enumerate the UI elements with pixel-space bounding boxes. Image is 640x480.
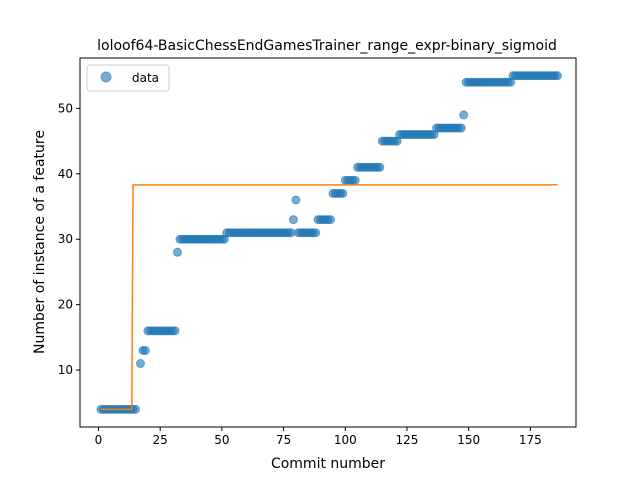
x-tick-label: 125	[396, 433, 419, 447]
data-point	[456, 123, 466, 133]
y-tick-label: 40	[58, 167, 73, 181]
data-point	[552, 71, 562, 81]
data-point	[131, 404, 141, 414]
y-axis-label: Number of instance of a feature	[32, 130, 48, 354]
data-point	[140, 345, 150, 355]
data-point	[325, 215, 335, 225]
chart-title: loloof64-BasicChessEndGamesTrainer_range…	[97, 38, 557, 54]
data-point	[459, 110, 469, 120]
x-tick-label: 25	[153, 433, 168, 447]
data-point	[291, 195, 301, 205]
scatter-series	[96, 71, 562, 414]
data-point	[172, 247, 182, 257]
x-tick-label: 100	[334, 433, 357, 447]
x-tick-label: 175	[519, 433, 542, 447]
x-tick-label: 75	[276, 433, 291, 447]
y-axis: 10 20 30 40 50	[58, 101, 80, 377]
y-tick-label: 20	[58, 298, 73, 312]
data-point	[338, 188, 348, 198]
data-point	[288, 215, 298, 225]
x-tick-label: 150	[457, 433, 480, 447]
legend: data	[86, 64, 170, 92]
data-point	[311, 228, 321, 238]
legend-marker-data	[100, 71, 112, 83]
data-point	[375, 162, 385, 172]
legend-box	[86, 64, 170, 92]
y-tick-label: 50	[58, 101, 73, 115]
x-tick-label: 50	[214, 433, 229, 447]
fit-line	[100, 184, 558, 411]
y-tick-label: 30	[58, 232, 73, 246]
data-point	[170, 326, 180, 336]
legend-label-data: data	[132, 71, 159, 85]
axes-frame	[79, 57, 577, 428]
x-axis: 0 25 50 75 100 125 150 175	[95, 427, 542, 447]
data-point	[350, 175, 360, 185]
x-axis-label: Commit number	[271, 456, 385, 472]
plot-area	[96, 71, 562, 414]
data-point	[135, 359, 145, 369]
y-tick-label: 10	[58, 363, 73, 377]
x-tick-label: 0	[95, 433, 103, 447]
data-point	[286, 228, 296, 238]
